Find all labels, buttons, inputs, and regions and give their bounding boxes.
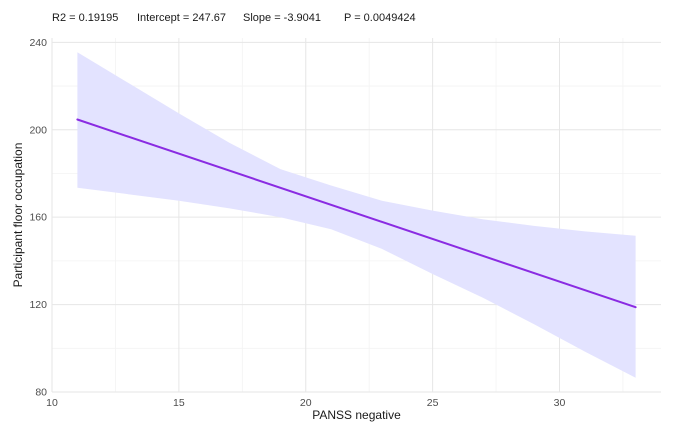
confidence-band <box>77 52 636 378</box>
x-tick-label: 20 <box>300 397 312 409</box>
x-tick-label: 10 <box>46 397 58 409</box>
stat-slope: Slope = -3.9041 <box>243 12 321 24</box>
x-tick-label: 25 <box>427 397 439 409</box>
stat-p: P = 0.0049424 <box>344 12 416 24</box>
y-tick-label: 120 <box>29 299 47 311</box>
stat-r2: R2 = 0.19195 <box>52 12 118 24</box>
y-tick-label: 240 <box>29 37 47 49</box>
x-axis-ticks: 10 15 20 25 30 <box>46 397 565 409</box>
y-tick-label: 80 <box>35 387 47 399</box>
y-axis-title: Participant floor occupation <box>11 143 25 288</box>
y-axis-ticks: 80 120 160 200 240 <box>29 37 47 399</box>
y-tick-label: 160 <box>29 212 47 224</box>
stats-header: R2 = 0.19195 Intercept = 247.67 Slope = … <box>52 12 416 24</box>
y-tick-label: 200 <box>29 124 47 136</box>
x-axis-title: PANSS negative <box>312 408 401 422</box>
confidence-band-layer <box>77 52 636 378</box>
regression-line <box>76 118 637 309</box>
x-tick-label: 30 <box>554 397 566 409</box>
fit-line-layer <box>76 118 637 309</box>
x-tick-label: 15 <box>173 397 185 409</box>
stat-intercept: Intercept = 247.67 <box>137 12 226 24</box>
